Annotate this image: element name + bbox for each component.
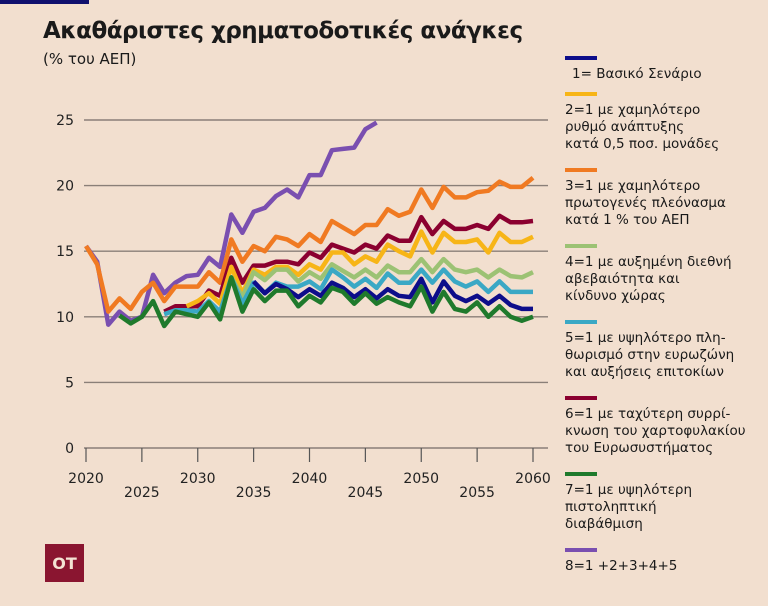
legend-swatch	[565, 244, 597, 248]
legend-item-1: 1= Βασικό Σενάριο	[565, 56, 702, 83]
x-tick-label: 2055	[459, 485, 495, 501]
y-tick-label: 15	[56, 244, 74, 260]
legend-label: 8=1 +2+3+4+5	[565, 558, 678, 574]
legend-item-7: 7=1 με υψηλότερη πιστοληπτική διαβάθμιση	[565, 472, 692, 533]
legend-label: 6=1 με ταχύτερη συρρί- κνωση του χαρτοφυ…	[565, 406, 746, 456]
legend-item-6: 6=1 με ταχύτερη συρρί- κνωση του χαρτοφυ…	[565, 396, 746, 457]
series-line-1	[251, 276, 533, 312]
x-tick-label: 2025	[124, 485, 160, 501]
y-tick-label: 5	[65, 375, 74, 391]
axes: 0510152025202020252030203520402045205020…	[56, 113, 551, 501]
y-tick-label: 25	[56, 113, 74, 129]
legend-swatch	[565, 56, 597, 60]
legend-label: 2=1 με χαμηλότερο ρυθμό ανάπτυξης κατά 0…	[565, 102, 720, 152]
chart-subtitle: (% του ΑΕΠ)	[43, 50, 137, 68]
y-tick-label: 0	[65, 441, 74, 457]
legend-swatch	[565, 320, 597, 324]
legend-label: 5=1 με υψηλότερο πλη- θωρισμό στην ευρωζ…	[565, 330, 735, 380]
legend-label: 4=1 με αυξημένη διεθνή αβεβαιότητα και κ…	[565, 254, 732, 304]
legend-swatch	[565, 548, 597, 552]
y-tick-label: 10	[56, 310, 74, 326]
legend-label: 7=1 με υψηλότερη πιστοληπτική διαβάθμιση	[565, 482, 693, 532]
legend-item-3: 3=1 με χαμηλότερο πρωτογενές πλεόνασμα κ…	[565, 168, 726, 229]
series-line-4	[229, 256, 534, 300]
legend-item-4: 4=1 με αυξημένη διεθνή αβεβαιότητα και κ…	[565, 244, 732, 305]
legend-item-5: 5=1 με υψηλότερο πλη- θωρισμό στην ευρωζ…	[565, 320, 734, 381]
x-tick-label: 2030	[180, 471, 216, 487]
legend-label: 3=1 με χαμηλότερο πρωτογενές πλεόνασμα κ…	[565, 178, 726, 228]
x-tick-label: 2040	[292, 471, 328, 487]
legend-label: 1= Βασικό Σενάριο	[572, 66, 702, 82]
legend-swatch	[565, 92, 597, 96]
x-tick-label: 2045	[348, 485, 384, 501]
series-line-6	[163, 213, 534, 314]
grid	[84, 119, 548, 449]
legend-item-2: 2=1 με χαμηλότερο ρυθμό ανάπτυξης κατά 0…	[565, 92, 719, 153]
legend-swatch	[565, 472, 597, 476]
logo-text: OT	[52, 553, 77, 573]
top-accent-bar	[0, 0, 89, 4]
series-line-3	[84, 175, 535, 314]
y-tick-label: 20	[56, 179, 74, 195]
legend-swatch	[565, 396, 597, 400]
x-tick-label: 2035	[236, 485, 272, 501]
series-line-7	[118, 275, 534, 329]
x-tick-label: 2020	[68, 471, 104, 487]
legend-item-8: 8=1 +2+3+4+5	[565, 548, 677, 575]
legend-swatch	[565, 168, 597, 172]
x-tick-label: 2050	[403, 471, 439, 487]
chart-title: Ακαθάριστες χρηματοδοτικές ανάγκες	[43, 18, 523, 44]
ot-logo: OT	[45, 544, 84, 582]
x-tick-label: 2060	[515, 471, 551, 487]
series-lines	[84, 120, 535, 329]
